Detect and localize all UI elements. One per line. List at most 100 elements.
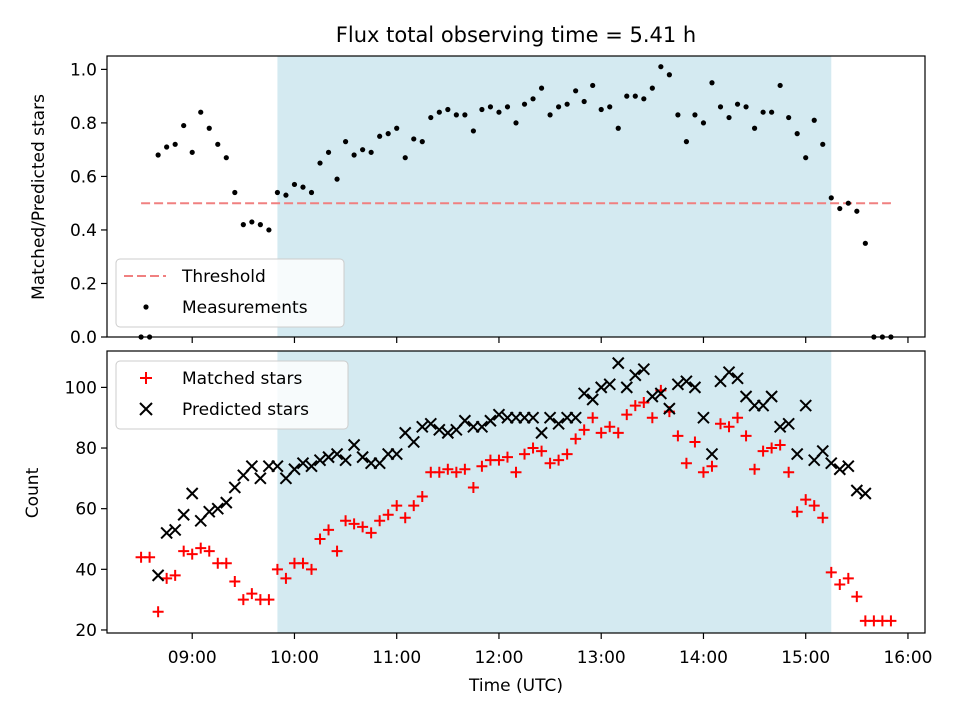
data-point <box>603 378 616 391</box>
data-point <box>658 64 664 70</box>
data-point <box>195 542 207 554</box>
data-point <box>717 104 724 110</box>
data-point <box>544 457 556 469</box>
legend-label: Measurements <box>182 298 308 318</box>
data-point <box>263 594 275 606</box>
y-tick-label: 0.6 <box>70 167 97 187</box>
data-point <box>280 572 292 584</box>
data-point <box>365 527 377 539</box>
legend-label: Threshold <box>181 267 266 287</box>
data-point <box>177 508 190 521</box>
data-point <box>731 372 744 385</box>
legend-swatch <box>139 402 153 416</box>
data-point <box>300 184 306 190</box>
legend-item: Matched stars <box>140 369 302 389</box>
data-point <box>306 563 317 575</box>
data-point <box>671 378 685 391</box>
x-axis-label: Time (UTC) <box>468 676 563 696</box>
legend-box <box>115 258 345 328</box>
x-tick-label: 09:00 <box>168 648 217 668</box>
data-point <box>296 456 310 470</box>
data-point <box>757 445 769 457</box>
data-point <box>612 356 625 370</box>
data-point <box>688 381 702 394</box>
data-point <box>552 417 565 430</box>
data-point <box>629 369 642 382</box>
data-point <box>313 453 327 467</box>
data-point <box>612 427 624 439</box>
legend-swatch <box>143 304 149 310</box>
data-point <box>513 120 519 126</box>
data-point <box>479 106 485 113</box>
data-point <box>161 572 173 584</box>
data-point <box>492 408 506 421</box>
data-point <box>654 387 668 400</box>
data-point <box>573 88 579 94</box>
data-point <box>581 98 587 105</box>
data-point <box>323 524 335 536</box>
data-point <box>637 362 651 376</box>
data-point <box>743 104 749 110</box>
x-tick-label: 15:00 <box>781 648 830 668</box>
data-point <box>484 414 497 427</box>
data-point <box>291 181 298 188</box>
data-point <box>297 557 309 569</box>
data-point <box>462 112 468 118</box>
y-tick-label: 0.2 <box>70 274 97 294</box>
data-point <box>732 412 744 424</box>
data-point <box>351 152 357 158</box>
data-point <box>586 393 599 406</box>
data-point <box>570 433 582 445</box>
data-point <box>450 466 462 478</box>
data-point <box>510 466 522 478</box>
data-point <box>527 442 539 454</box>
data-point <box>347 438 361 452</box>
data-point <box>800 494 812 506</box>
data-point <box>751 125 758 131</box>
data-point <box>399 512 411 524</box>
data-point <box>360 147 366 153</box>
data-point <box>842 572 854 584</box>
data-point <box>271 460 284 473</box>
data-point <box>445 106 451 113</box>
data-point <box>825 566 837 578</box>
data-point <box>859 487 872 500</box>
data-point <box>705 447 719 461</box>
data-point <box>845 200 851 206</box>
data-point <box>203 505 216 518</box>
y-tick-label: 0.8 <box>70 114 97 134</box>
data-point <box>680 457 692 469</box>
data-point <box>334 176 340 182</box>
data-point <box>620 381 633 394</box>
top-panel: 0.0 0.2 0.4 0.6 0.8 1.0 Threshold Measurements <box>70 55 926 348</box>
legend-item: Predicted stars <box>139 400 309 420</box>
data-point <box>442 463 454 475</box>
data-point <box>706 460 718 472</box>
data-point <box>590 82 596 89</box>
data-point <box>538 85 545 91</box>
data-point <box>672 430 684 442</box>
data-point <box>646 390 659 403</box>
data-point <box>172 141 178 147</box>
series-matched-stars <box>135 384 897 627</box>
data-point <box>245 460 259 473</box>
data-point <box>697 466 709 478</box>
data-point <box>561 448 573 460</box>
data-point <box>680 375 693 388</box>
data-point <box>339 453 352 467</box>
data-point <box>578 424 590 436</box>
data-point <box>715 418 726 430</box>
data-point <box>322 450 335 464</box>
data-point <box>160 526 173 540</box>
data-point <box>271 563 283 575</box>
bottom-panel: 20 40 60 80 100 09:00 10:00 11:00 12:00 13:00 14:0… <box>65 350 932 668</box>
data-point <box>663 402 676 415</box>
data-point <box>229 575 241 587</box>
data-point <box>151 569 165 582</box>
data-point <box>811 117 817 123</box>
data-point <box>828 195 834 201</box>
data-point <box>501 451 513 463</box>
data-point <box>441 426 455 440</box>
data-point <box>799 399 812 412</box>
